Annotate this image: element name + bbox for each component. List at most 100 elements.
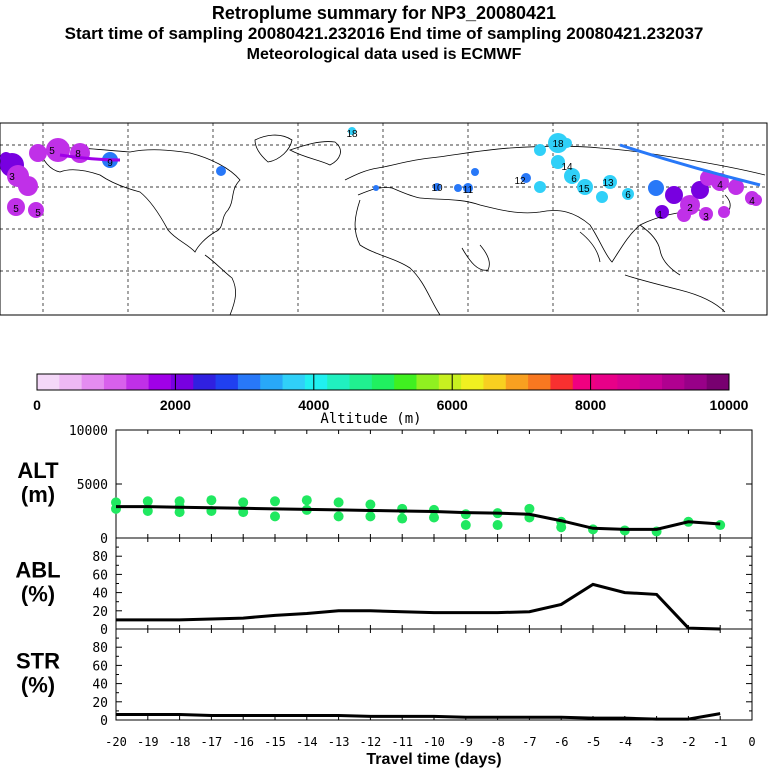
colorbar-swatch <box>327 374 351 390</box>
x-axis-label: Travel time (days) <box>366 751 501 768</box>
x-tick-label: -19 <box>137 735 159 749</box>
y-axis-label: (m) <box>21 482 55 507</box>
trajectory-marker <box>29 144 47 162</box>
x-tick-label: -6 <box>554 735 568 749</box>
trajectory-path <box>59 153 121 162</box>
trajectory-marker <box>577 179 593 195</box>
met-data-note: Meteorological data used is ECMWF <box>246 46 522 63</box>
x-tick-label: -13 <box>328 735 350 749</box>
trajectory-marker <box>665 186 683 204</box>
trajectory-marker <box>691 181 709 199</box>
y-tick-label: 80 <box>92 550 108 565</box>
colorbar-swatch <box>706 374 730 390</box>
panel-frame <box>115 537 753 630</box>
x-tick-label: -10 <box>423 735 445 749</box>
y-tick-label: 60 <box>92 659 108 674</box>
series-line <box>116 505 721 531</box>
x-tick-label: 0 <box>748 735 755 749</box>
colorbar-tick-label: 10000 <box>710 397 749 413</box>
trajectory-marker <box>622 188 634 200</box>
map-frame <box>0 122 768 316</box>
trajectory-marker <box>471 168 479 176</box>
trajectory-day-label: 12 <box>514 176 526 187</box>
trajectory-marker <box>603 175 617 189</box>
trajectory-marker <box>551 155 565 169</box>
cluster-point <box>365 511 376 522</box>
x-tick-label: -9 <box>459 735 473 749</box>
trajectory-marker <box>718 206 730 218</box>
trajectory-day-label: 3 <box>703 212 709 223</box>
panel-alt: 10000 5000 0 ALT(m) <box>17 424 753 547</box>
trajectory-marker <box>7 198 25 216</box>
panel-abl: 80 60 40 20 0 ABL(%) <box>15 537 753 638</box>
trajectory-marker <box>18 176 38 196</box>
y-axis-label: ALT <box>17 458 59 483</box>
colorbar-swatch <box>148 374 172 390</box>
trajectory-marker <box>548 133 568 153</box>
colorbar-swatch <box>371 374 395 390</box>
trajectory-marker <box>463 183 473 193</box>
colorbar-swatch <box>260 374 284 390</box>
trajectory-day-label: 1 <box>657 210 663 221</box>
y-axis-label: ABL <box>15 558 60 583</box>
colorbar-swatch <box>215 374 239 390</box>
colorbar-tick-label: 6000 <box>437 397 468 413</box>
colorbar-swatch <box>416 374 440 390</box>
series-line <box>116 712 721 721</box>
colorbar-tick-label: 8000 <box>575 397 606 413</box>
colorbar-tick-label: 4000 <box>298 397 329 413</box>
x-tick-label: -14 <box>296 735 318 749</box>
colorbar-swatch <box>59 374 83 390</box>
x-tick-label: -2 <box>681 735 695 749</box>
trajectory-marker <box>564 168 580 184</box>
trajectory-marker <box>534 181 546 193</box>
x-tick-label: -15 <box>264 735 286 749</box>
colorbar-tick-label: 2000 <box>160 397 191 413</box>
trajectory-day-label: 3 <box>9 172 15 183</box>
cluster-point <box>333 511 344 522</box>
trajectory-marker <box>348 127 356 135</box>
trajectory-day-label: 5 <box>49 146 55 157</box>
trajectory-marker <box>750 194 762 206</box>
trajectory-day-label: 13 <box>602 178 614 189</box>
altitude-colorbar: 0 2000 4000 6000 8000 10000 <box>33 373 749 413</box>
colorbar-swatch <box>572 374 596 390</box>
x-tick-label: -5 <box>586 735 600 749</box>
x-tick-label: -1 <box>713 735 727 749</box>
time-series-panels: 1000050000ALT(m)806040200ABL(%)806040200… <box>15 424 755 768</box>
x-tick-label: -3 <box>649 735 663 749</box>
colorbar-swatch <box>103 374 127 390</box>
x-tick-label: -4 <box>618 735 632 749</box>
trajectory-marker <box>711 173 729 191</box>
trajectory-marker <box>648 180 664 196</box>
colorbar-swatch <box>617 374 641 390</box>
colorbar-tick-label: 0 <box>33 397 41 413</box>
colorbar-swatch <box>126 374 150 390</box>
colorbar-swatch <box>170 374 194 390</box>
x-tick-label: -7 <box>522 735 536 749</box>
cluster-point <box>556 522 567 533</box>
trajectory-day-label: 10 <box>431 183 443 194</box>
map-gridlines <box>0 123 767 315</box>
cluster-point <box>460 509 471 520</box>
trajectory-day-label: 9 <box>107 158 113 169</box>
y-tick-label: 40 <box>92 587 108 602</box>
y-tick-label: 20 <box>92 696 108 711</box>
page-title: Retroplume summary for NP3_20080421 <box>211 3 557 23</box>
colorbar-swatch <box>684 374 708 390</box>
colorbar-swatch <box>438 374 462 390</box>
trajectory-day-label: 18 <box>552 139 564 150</box>
trajectory-marker <box>28 202 44 218</box>
y-tick-label: 60 <box>92 568 108 583</box>
cluster-point <box>429 512 439 523</box>
y-tick-label: 20 <box>92 605 108 620</box>
x-tick-label: -16 <box>232 735 254 749</box>
series-line <box>116 582 721 631</box>
colorbar-swatch <box>282 374 306 390</box>
colorbar-swatch <box>237 374 261 390</box>
y-axis-label: (%) <box>21 673 55 698</box>
trajectory-marker <box>699 207 713 221</box>
trajectory-marker <box>373 185 379 191</box>
cluster-point <box>524 503 535 514</box>
trajectory-day-label: 15 <box>578 184 590 195</box>
